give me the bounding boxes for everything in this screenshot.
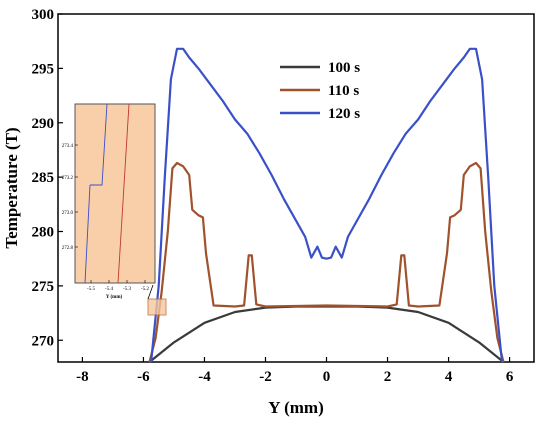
y-axis-title: Temperature (T)	[2, 127, 21, 248]
legend: 100 s 110 s 120 s	[280, 60, 360, 122]
x-tick-label: 0	[323, 369, 331, 385]
inset-x-tick-label: -5.4	[105, 287, 113, 292]
series-line-120s	[150, 47, 504, 363]
zoom-region-marker	[147, 298, 167, 316]
x-tick-label: -8	[76, 369, 89, 385]
x-tick-label: 4	[445, 369, 453, 385]
legend-label: 120 s	[328, 106, 360, 122]
inset-x-ticks: -5.5 -5.4 -5.3 -5.2	[87, 280, 149, 292]
series-line-110s	[148, 161, 505, 363]
y-tick-label: 270	[32, 333, 55, 349]
series-layer	[148, 47, 505, 363]
inset-y-tick-label: 273.2	[62, 176, 74, 181]
inset-y-tick-label: 273.0	[62, 211, 74, 216]
zoom-connector-line	[147, 284, 154, 300]
inset-x-tick-label: -5.5	[87, 287, 95, 292]
inset-zoom-panel: -5.5 -5.4 -5.3 -5.2 273.4 273.2 273.0 272.8 Y …	[62, 103, 156, 300]
y-tick-label: 290	[32, 116, 55, 132]
inset-background	[74, 103, 156, 284]
y-tick-label: 300	[32, 7, 55, 23]
y-tick-label: 295	[32, 61, 55, 77]
legend-label: 110 s	[328, 83, 359, 99]
x-tick-label: -6	[137, 369, 150, 385]
inset-x-axis-title: Y (mm)	[106, 295, 123, 300]
inset-line-120s	[84, 184, 91, 284]
y-tick-label: 280	[32, 225, 55, 241]
legend-label: 100 s	[328, 60, 360, 76]
inset-y-ticks: 273.4 273.2 273.0 272.8	[62, 144, 78, 251]
inset-line-120s-top	[90, 103, 108, 186]
series-line-100s	[148, 305, 505, 363]
x-tick-label: 2	[384, 369, 392, 385]
x-axis-ticks: -8 -6 -4 -2 0 2 4 6	[76, 357, 514, 385]
inset-x-tick-label: -5.3	[123, 287, 131, 292]
x-tick-label: -2	[259, 369, 272, 385]
inset-line-110s	[117, 103, 130, 284]
y-axis-ticks: 270 275 280 285 290 295 300	[32, 7, 63, 349]
x-axis-title: Y (mm)	[268, 398, 324, 417]
x-tick-label: 6	[506, 369, 514, 385]
x-tick-label: -4	[198, 369, 211, 385]
plot-frame	[57, 13, 535, 363]
inset-y-tick-label: 272.8	[62, 246, 74, 251]
y-tick-label: 275	[32, 279, 55, 295]
inset-y-tick-label: 273.4	[62, 144, 74, 149]
inset-x-tick-label: -5.2	[141, 287, 149, 292]
y-tick-label: 285	[32, 170, 55, 186]
